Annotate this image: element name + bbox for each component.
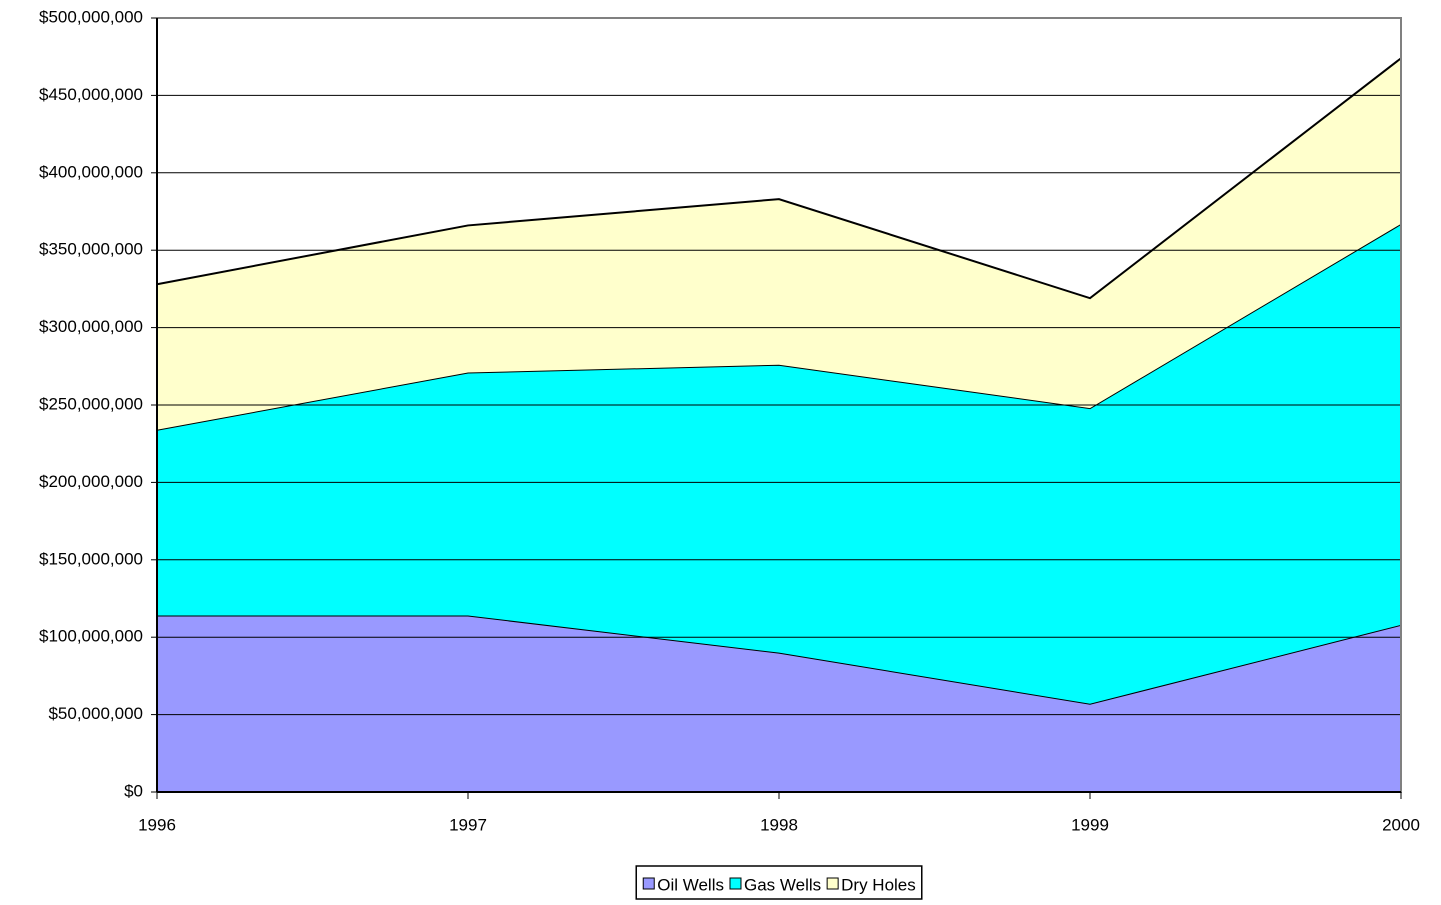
legend-box xyxy=(635,865,923,900)
x-tick-label: 1998 xyxy=(760,815,798,834)
x-tick-label: 2000 xyxy=(1382,815,1420,834)
legend-swatch xyxy=(826,877,839,890)
y-tick-label: $500,000,000 xyxy=(39,7,143,26)
x-tick-label: 1999 xyxy=(1071,815,1109,834)
y-tick-label: $300,000,000 xyxy=(39,317,143,336)
y-tick-label: $250,000,000 xyxy=(39,394,143,413)
area xyxy=(157,58,1401,430)
legend-label: Dry Holes xyxy=(841,875,916,894)
y-tick-label: $150,000,000 xyxy=(39,549,143,568)
y-tick-label: $100,000,000 xyxy=(39,627,143,646)
legend-swatch xyxy=(642,877,655,890)
legend-swatch xyxy=(729,877,742,890)
area-edge xyxy=(156,57,1402,300)
y-tick-label: $350,000,000 xyxy=(39,240,143,259)
legend-label: Oil Wells xyxy=(657,875,724,894)
legend: Oil Wells Gas Wells Dry Holes xyxy=(635,865,923,900)
y-tick-label: $0 xyxy=(124,781,143,800)
x-tick-label: 1996 xyxy=(138,815,176,834)
legend-label: Gas Wells xyxy=(744,875,821,894)
y-tick-label: $200,000,000 xyxy=(39,472,143,491)
y-tick-label: $450,000,000 xyxy=(39,85,143,104)
area xyxy=(157,223,1401,704)
y-tick-label: $400,000,000 xyxy=(39,162,143,181)
x-tick-label: 1997 xyxy=(449,815,487,834)
y-tick-label: $50,000,000 xyxy=(48,704,143,723)
area xyxy=(157,615,1401,792)
